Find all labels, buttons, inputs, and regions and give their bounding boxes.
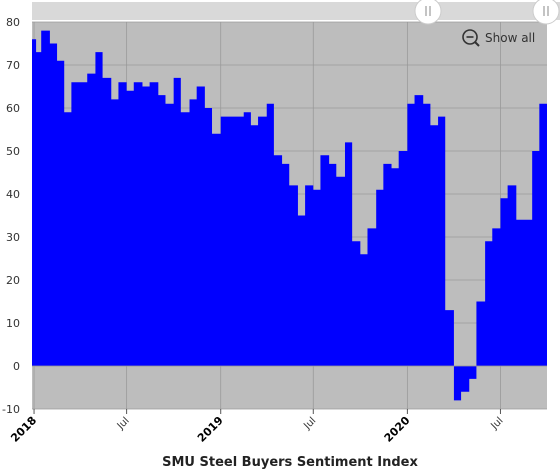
- y-tick-label: 0: [13, 360, 20, 373]
- x-tick-label: Jul: [301, 415, 318, 432]
- x-tick-label: 2019: [195, 414, 226, 445]
- y-tick-label: 40: [6, 188, 20, 201]
- y-tick-label: 60: [6, 102, 20, 115]
- y-tick-label: 20: [6, 274, 20, 287]
- x-tick-label: 2020: [382, 414, 413, 445]
- scroller-track[interactable]: [32, 2, 560, 20]
- y-tick-label: 50: [6, 145, 20, 158]
- y-tick-label: -10: [2, 403, 20, 416]
- scroll-handle-left[interactable]: [414, 0, 442, 25]
- show-all-button[interactable]: Show all: [458, 26, 542, 50]
- y-tick-label: 30: [6, 231, 20, 244]
- grip-lines-icon: [425, 6, 431, 16]
- y-axis: -10 0 10 20 30 40 50 60 70 80: [2, 16, 20, 416]
- x-tick-label: Jul: [115, 415, 132, 432]
- scroll-handle-right[interactable]: [532, 0, 560, 25]
- y-tick-label: 10: [6, 317, 20, 330]
- y-tick-label: 70: [6, 59, 20, 72]
- chart-title: SMU Steel Buyers Sentiment Index: [162, 455, 418, 470]
- x-tick-label: Jul: [489, 415, 506, 432]
- scroller-bar[interactable]: [32, 2, 560, 20]
- zoom-out-icon: [462, 29, 480, 47]
- plot-area: [32, 21, 547, 410]
- series-area: [32, 30, 547, 401]
- grip-lines-icon: [543, 6, 549, 16]
- show-all-label: Show all: [485, 31, 535, 45]
- x-axis: 2018 Jul 2019 Jul 2020 Jul: [8, 409, 506, 445]
- y-tick-label: 80: [6, 16, 20, 29]
- x-tick-label: 2018: [8, 414, 39, 445]
